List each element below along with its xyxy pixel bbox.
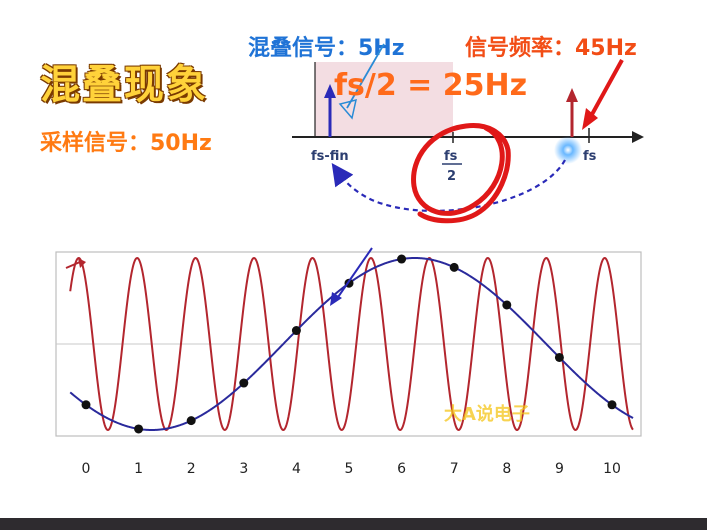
signal-frequency-label: 信号频率：45Hz — [465, 36, 637, 61]
time-plot: 0 1 2 3 4 5 6 7 8 9 10 — [55, 247, 642, 477]
sample-point — [134, 424, 144, 434]
frequency-axis-arrow-icon — [632, 131, 644, 143]
watermark: 大A说电子 — [444, 404, 530, 425]
page-title: 混叠现象 — [40, 62, 208, 108]
sample-point — [397, 254, 407, 264]
label-fs-half-denominator: 2 — [447, 169, 456, 184]
x-tick-label: 7 — [450, 461, 459, 477]
x-tick-label: 1 — [134, 461, 143, 477]
signal-spike-arrow-icon — [566, 88, 578, 102]
red-pointer-arrow-icon — [78, 258, 86, 268]
x-tick-label: 5 — [345, 461, 354, 477]
highlight-glow — [554, 136, 582, 164]
sample-point — [186, 416, 196, 426]
label-fs: fs — [583, 149, 597, 164]
sample-point — [502, 300, 512, 310]
sample-point — [554, 352, 564, 362]
alias-wave-pointer-arrow-icon — [330, 292, 342, 306]
x-tick-label: 3 — [239, 461, 248, 477]
sample-point — [291, 326, 301, 336]
signal-pointer-arrow-icon — [582, 108, 598, 130]
x-tick-label: 2 — [187, 461, 196, 477]
x-tick-label: 0 — [82, 461, 91, 477]
folding-arc — [331, 159, 566, 212]
signal-pointer — [588, 59, 624, 119]
x-tick-label: 9 — [555, 461, 564, 477]
alias-pointer-arrow-icon — [338, 98, 357, 120]
alias-pointer — [346, 43, 385, 109]
sample-point — [449, 262, 459, 272]
label-fs-minus-fin: fs-fin — [311, 149, 349, 164]
nyquist-label: fs/2 = 25Hz — [334, 68, 528, 103]
sample-point — [607, 400, 617, 410]
red-pointer-mark — [65, 261, 81, 269]
alias-wave-pointer — [335, 247, 373, 301]
highlight-circle — [411, 123, 511, 224]
alias-signal-label: 混叠信号：5Hz — [248, 36, 405, 61]
nyquist-band — [315, 62, 453, 137]
x-tick-label: 10 — [603, 461, 621, 477]
bottom-bar — [0, 518, 707, 530]
x-tick-label: 4 — [292, 461, 301, 477]
sample-point — [81, 400, 91, 410]
x-tick-label: 8 — [502, 461, 511, 477]
x-tick-label: 6 — [397, 461, 406, 477]
alias-spike-arrow-icon — [324, 84, 336, 98]
sample-point — [239, 378, 249, 388]
label-fs-half-numerator: fs — [444, 149, 458, 164]
sample-points — [81, 254, 617, 434]
x-tick-labels: 0 1 2 3 4 5 6 7 8 9 10 — [82, 461, 621, 477]
signal-wave-45hz — [69, 256, 634, 432]
sampling-rate-label: 采样信号：50Hz — [40, 131, 212, 156]
